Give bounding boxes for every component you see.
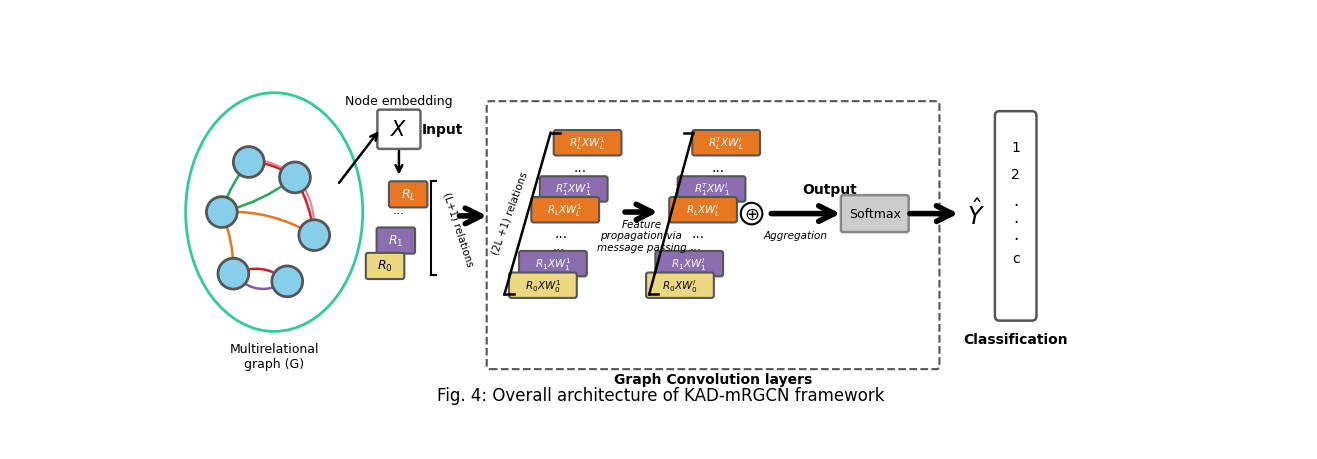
Text: $R_L^TXW_L^1$: $R_L^TXW_L^1$	[569, 135, 606, 152]
Text: (2L +1) relations: (2L +1) relations	[490, 170, 529, 255]
Text: Multirelational
graph (G): Multirelational graph (G)	[229, 342, 319, 370]
Text: .: .	[1013, 209, 1018, 227]
Text: .: .	[1013, 192, 1018, 210]
Text: Node embedding: Node embedding	[345, 95, 453, 108]
Text: $\mathit{X}$: $\mathit{X}$	[390, 120, 408, 140]
Circle shape	[207, 197, 237, 228]
FancyBboxPatch shape	[656, 252, 723, 277]
Text: ...: ...	[553, 239, 565, 252]
FancyBboxPatch shape	[531, 198, 599, 223]
Text: $R_L^TXW_L^l$: $R_L^TXW_L^l$	[709, 135, 744, 152]
Text: c: c	[1011, 252, 1019, 266]
Text: $R_1^TXW_1^l$: $R_1^TXW_1^l$	[694, 181, 730, 198]
Text: Output: Output	[803, 183, 857, 196]
Text: $R_1^TXW_1^1$: $R_1^TXW_1^1$	[556, 181, 593, 198]
Text: $\hat{Y}$: $\hat{Y}$	[968, 199, 985, 230]
FancyBboxPatch shape	[693, 131, 760, 156]
Text: Input: Input	[421, 123, 462, 137]
Text: .: .	[1013, 225, 1018, 243]
FancyBboxPatch shape	[840, 196, 909, 233]
FancyBboxPatch shape	[519, 252, 587, 277]
FancyBboxPatch shape	[540, 177, 607, 202]
Circle shape	[740, 203, 763, 225]
Text: Fig. 4: Overall architecture of KAD-mRGCN framework: Fig. 4: Overall architecture of KAD-mRGC…	[437, 386, 885, 403]
Text: Feature
propagation via
message passing: Feature propagation via message passing	[597, 219, 686, 252]
Text: $\oplus$: $\oplus$	[744, 205, 760, 223]
Text: $R_0$: $R_0$	[377, 259, 392, 274]
Circle shape	[279, 162, 311, 193]
Text: ...
...: ... ...	[392, 204, 404, 232]
Text: Classification: Classification	[963, 332, 1068, 347]
FancyBboxPatch shape	[389, 182, 428, 208]
FancyBboxPatch shape	[678, 177, 745, 202]
FancyBboxPatch shape	[377, 228, 415, 254]
Text: $R_0XW_0^1$: $R_0XW_0^1$	[524, 277, 561, 294]
Text: 2: 2	[1011, 167, 1021, 181]
Circle shape	[233, 147, 265, 178]
Text: ...: ...	[691, 226, 705, 241]
FancyBboxPatch shape	[647, 273, 714, 298]
Text: $R_1$: $R_1$	[389, 234, 403, 248]
FancyBboxPatch shape	[366, 253, 404, 280]
Text: ...: ...	[554, 226, 568, 241]
Text: ...: ...	[573, 161, 586, 175]
Circle shape	[271, 266, 303, 297]
Text: $R_L$: $R_L$	[400, 187, 416, 202]
Text: Softmax: Softmax	[848, 207, 901, 221]
FancyBboxPatch shape	[510, 273, 577, 298]
FancyBboxPatch shape	[378, 111, 420, 150]
Text: 1: 1	[1011, 140, 1021, 154]
Text: $R_1XW_1^l$: $R_1XW_1^l$	[672, 256, 707, 273]
Text: (L+1) relations: (L+1) relations	[441, 190, 475, 267]
Text: $R_1XW_1^1$: $R_1XW_1^1$	[535, 256, 572, 273]
Text: $R_LXW_L^l$: $R_LXW_L^l$	[686, 202, 720, 218]
Text: ...: ...	[689, 239, 702, 252]
FancyBboxPatch shape	[669, 198, 738, 223]
Text: ...: ...	[711, 161, 724, 175]
FancyBboxPatch shape	[994, 112, 1036, 321]
FancyBboxPatch shape	[553, 131, 622, 156]
Text: Graph Convolution layers: Graph Convolution layers	[614, 372, 813, 386]
FancyBboxPatch shape	[487, 102, 939, 369]
Circle shape	[219, 259, 249, 290]
Text: $R_0XW_0^l$: $R_0XW_0^l$	[662, 277, 698, 294]
Circle shape	[299, 220, 329, 251]
Text: Aggregation: Aggregation	[763, 230, 827, 241]
Text: $R_LXW_L^1$: $R_LXW_L^1$	[548, 202, 583, 218]
